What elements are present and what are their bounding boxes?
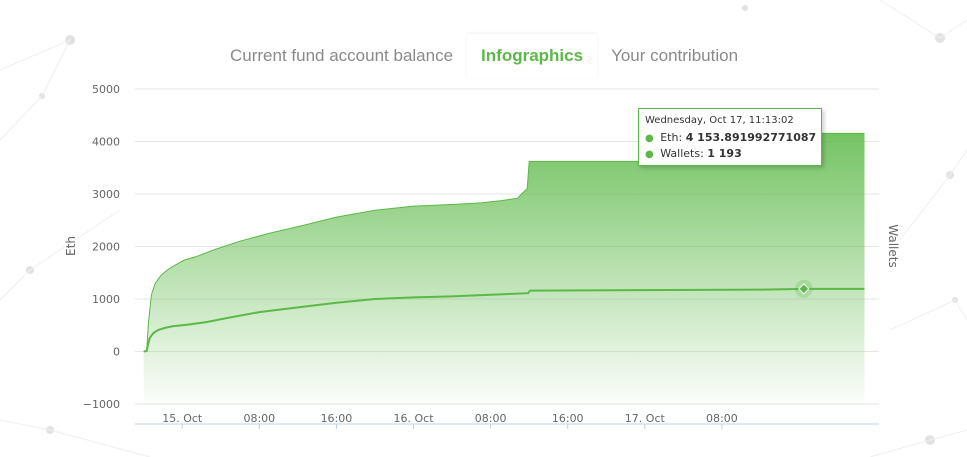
- y2-axis-title: Wallets: [886, 224, 900, 267]
- tab-bar: Current fund account balance Infographic…: [216, 34, 752, 78]
- wallets-hover-point[interactable]: [798, 283, 810, 295]
- y-tick-label: 2000: [92, 241, 120, 254]
- y-tick-label: 1000: [92, 293, 120, 306]
- x-tick-label: 08:00: [475, 412, 507, 425]
- y-tick-label: 3000: [92, 188, 120, 201]
- wallets-series-dot-icon: ●: [645, 149, 654, 160]
- x-tick-label: 16:00: [552, 412, 584, 425]
- x-tick-label: 16. Oct: [394, 412, 435, 425]
- tooltip-eth-value: 4 153.891992771087: [685, 131, 817, 144]
- plot-area: [143, 132, 865, 404]
- eth-series-line: [143, 132, 865, 352]
- tooltip-date: Wednesday, Oct 17, 11:13:02: [645, 115, 794, 126]
- tooltip-eth-label: Eth:: [660, 131, 683, 144]
- y-tick-label: −1000: [83, 398, 120, 411]
- x-tick-label: 08:00: [243, 412, 275, 425]
- y-axis-title: Eth: [64, 236, 78, 256]
- y-axis: 5000 4000 3000 2000 1000 0 −1000: [83, 83, 120, 411]
- chart-tooltip: Wednesday, Oct 17, 11:13:02 ● Eth: 4 153…: [638, 108, 822, 166]
- eth-series-dot-icon: ●: [645, 133, 654, 144]
- tooltip-eth-row: ● Eth: 4 153.891992771087: [645, 130, 817, 146]
- y-tick-label: 4000: [92, 136, 120, 149]
- tab-your-contribution[interactable]: Your contribution: [611, 46, 739, 65]
- eth-area-fill: [143, 133, 865, 404]
- tab-infographics[interactable]: Infographics: [467, 34, 598, 78]
- wallets-series-line: [143, 287, 865, 353]
- x-tick-label: 16:00: [321, 412, 353, 425]
- y-tick-label: 5000: [92, 83, 120, 96]
- tooltip-wallets-row: ● Wallets: 1 193: [645, 146, 815, 162]
- x-tick-label: 08:00: [706, 412, 738, 425]
- x-axis: 15. Oct 08:00 16:00 16. Oct 08:00 16:00 17. Oc…: [135, 412, 879, 429]
- x-tick-label: 17. Oct: [625, 412, 666, 425]
- y-tick-label: 0: [113, 346, 120, 359]
- x-tick-label: 15. Oct: [162, 412, 203, 425]
- tooltip-wallets-label: Wallets:: [660, 147, 704, 160]
- tooltip-wallets-value: 1 193: [707, 147, 742, 160]
- tab-current-fund-account-balance[interactable]: Current fund account balance: [230, 46, 454, 65]
